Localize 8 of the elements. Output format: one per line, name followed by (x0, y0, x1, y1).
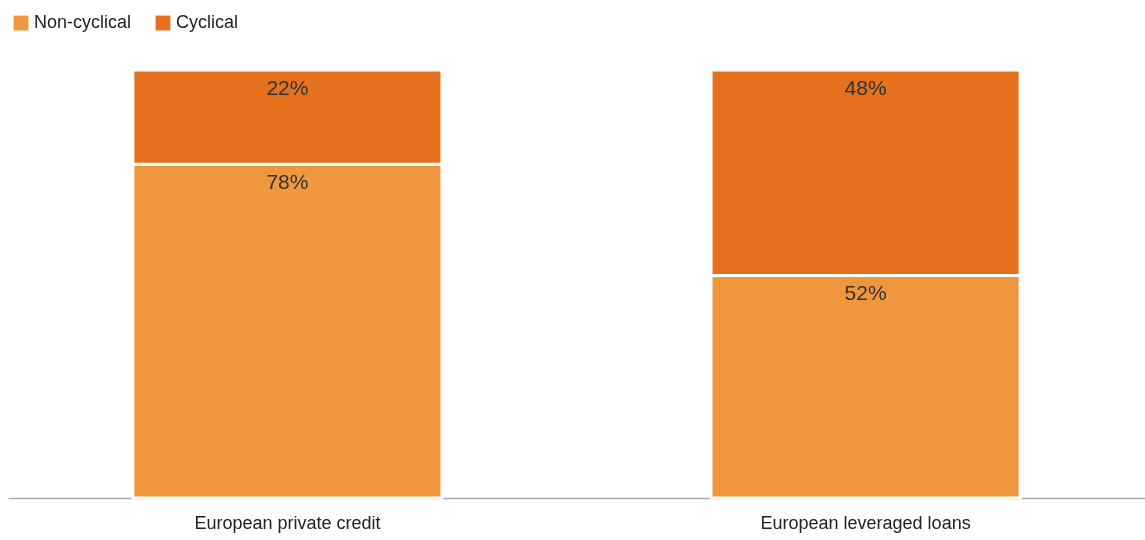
legend-label: Non-cyclical (34, 12, 132, 32)
data-label: 48% (844, 76, 887, 99)
data-label: 52% (844, 281, 887, 305)
legend-label: Cyclical (176, 12, 239, 32)
data-label: 22% (266, 76, 309, 99)
x-tick-label: European leveraged loans (760, 512, 971, 533)
data-label: 78% (266, 170, 309, 194)
x-tick-label: European private credit (194, 512, 381, 533)
